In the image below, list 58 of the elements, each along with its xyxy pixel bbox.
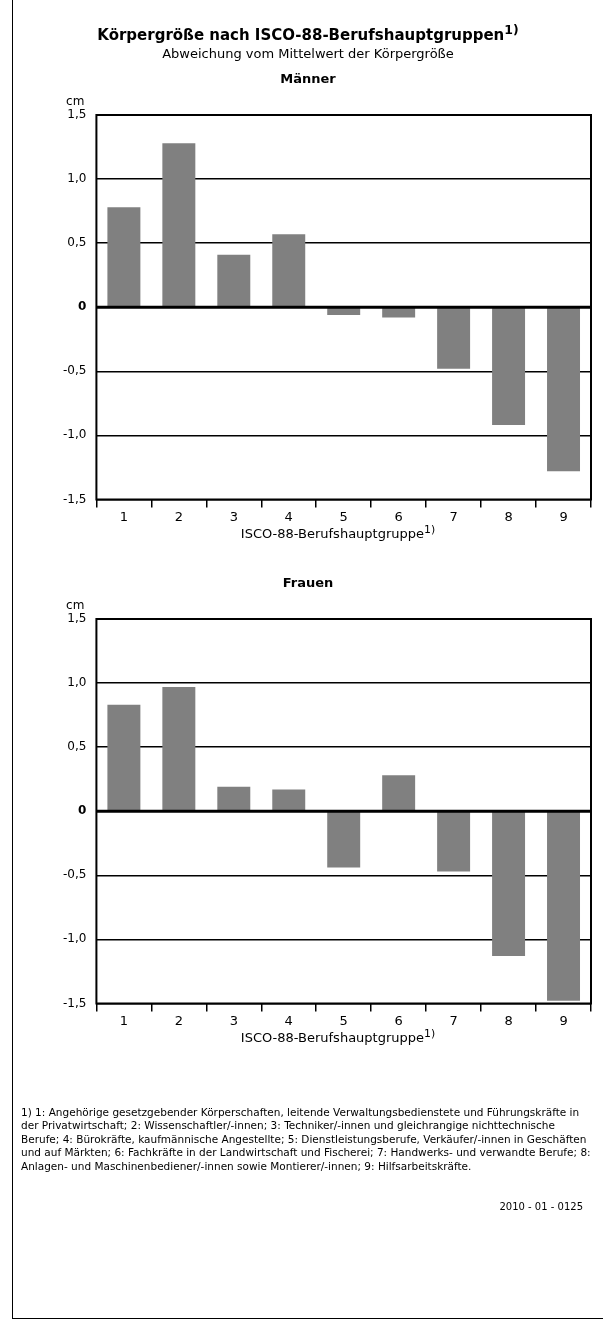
x-tick-label: 7 <box>449 1012 458 1028</box>
x-axis-title: ISCO-88-Berufshauptgruppe$^{1)}$ <box>239 523 437 542</box>
chart-title: Frauen <box>281 575 335 593</box>
bar <box>272 234 306 307</box>
y-tick-label: 0,5 <box>67 739 87 754</box>
x-tick-label: 5 <box>339 1012 348 1028</box>
y-tick-label: -1,5 <box>62 491 87 506</box>
y-tick-label: -0,5 <box>62 363 87 378</box>
text: 2010 - 01 - 0125 <box>498 1201 584 1213</box>
y-tick-label: -0,5 <box>62 867 87 882</box>
x-tick-label: 1 <box>119 508 129 524</box>
bar <box>382 775 416 811</box>
text: 1) 1: Angehörige gesetzgebender Körperschaften, leitende Verwaltungsbedienstete und Führungskräfte in der Privatwirtschaft; 2: Wissenschaftler/-innen; 3: Techniker/-innen und gleichrangige nichttechnische Berufe; 4: Bürokräfte, kaufmännische Angestellte; 5: Dienstleistungsberufe, Verkäufer/-innen in Geschäften und auf Märkten; 6: Fachkräfte in der Landwirtschaft und Fischerei; 7: Handwerks- und verwandte Berufe; 8: Anlagen- und Maschinenbediener/-innen sowie Montierer/-innen; 9: Hilfsarbeitskräfte. <box>20 1105 592 1174</box>
y-axis-title: cm <box>66 598 85 613</box>
x-axis-title: ISCO-88-Berufshauptgruppe$^{1)}$ <box>239 1027 437 1046</box>
x-tick-label: 6 <box>394 508 403 524</box>
y-tick-label: 1,0 <box>67 171 87 186</box>
y-tick-label: -1,0 <box>62 931 87 946</box>
x-tick-label: 7 <box>449 508 458 524</box>
y-tick-label: -1,0 <box>62 427 87 442</box>
text: Körpergröße nach ISCO-88-Berufshauptgruppen$^{1)}$ <box>96 22 520 44</box>
y-tick-label: 0 <box>78 803 87 818</box>
y-tick-label: 0,5 <box>67 235 87 250</box>
y-axis-title: cm <box>66 94 85 109</box>
bar <box>437 812 471 872</box>
bar <box>492 812 526 957</box>
bar <box>217 254 251 307</box>
bar <box>217 787 251 811</box>
bar <box>437 307 471 369</box>
x-tick-label: 2 <box>174 1012 183 1028</box>
y-tick-label: 1,5 <box>67 107 87 122</box>
x-tick-label: 4 <box>284 1012 293 1028</box>
x-tick-label: 1 <box>119 1012 129 1028</box>
x-tick-label: 2 <box>174 508 183 524</box>
y-tick-label: 1,5 <box>67 611 87 626</box>
bar <box>272 789 306 811</box>
x-tick-label: 8 <box>504 1012 513 1028</box>
x-tick-label: 8 <box>504 508 513 524</box>
y-tick-label: 0 <box>78 299 87 314</box>
y-tick-label: -1,5 <box>62 995 87 1010</box>
x-tick-label: 9 <box>559 508 568 524</box>
x-tick-label: 9 <box>559 1012 568 1028</box>
bar <box>107 207 141 307</box>
bar <box>492 307 526 426</box>
x-tick-label: 5 <box>339 508 348 524</box>
x-tick-label: 3 <box>229 508 238 524</box>
x-tick-label: 4 <box>284 508 293 524</box>
x-tick-label: 6 <box>394 1012 403 1028</box>
bar <box>327 812 361 868</box>
bar <box>547 812 581 1002</box>
y-tick-label: 1,0 <box>67 675 87 690</box>
bar <box>162 143 196 307</box>
chart-title: Männer <box>279 71 337 88</box>
text: Abweichung vom Mittelwert der Körpergröße <box>161 46 455 61</box>
x-tick-label: 3 <box>229 1012 238 1028</box>
bar <box>547 307 581 472</box>
bar <box>107 705 141 811</box>
bar <box>162 687 196 811</box>
